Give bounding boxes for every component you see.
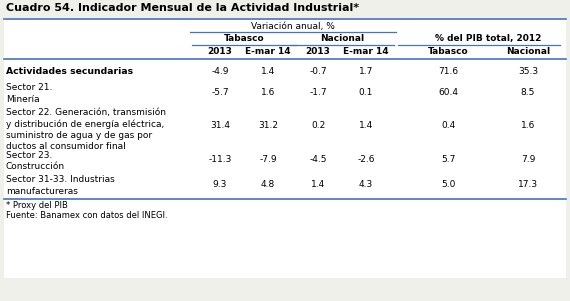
Text: E-mar 14: E-mar 14 xyxy=(343,47,389,56)
Text: 60.4: 60.4 xyxy=(438,88,458,97)
Text: 1.4: 1.4 xyxy=(359,121,373,130)
Text: Sector 31-33. Industrias
manufactureras: Sector 31-33. Industrias manufactureras xyxy=(6,175,115,196)
Text: 0.2: 0.2 xyxy=(311,121,325,130)
Text: 0.1: 0.1 xyxy=(359,88,373,97)
Text: Tabasco: Tabasco xyxy=(223,34,264,43)
Text: Sector 22. Generación, transmisión
y distribución de energía eléctrica,
suminist: Sector 22. Generación, transmisión y dis… xyxy=(6,108,166,151)
Text: Actividades secundarias: Actividades secundarias xyxy=(6,67,133,76)
Text: 5.0: 5.0 xyxy=(441,180,455,189)
Text: Variación anual, %: Variación anual, % xyxy=(251,22,335,31)
Text: 35.3: 35.3 xyxy=(518,67,538,76)
Text: 2013: 2013 xyxy=(207,47,233,56)
Text: Tabasco: Tabasco xyxy=(428,47,469,56)
Text: Fuente: Banamex con datos del INEGI.: Fuente: Banamex con datos del INEGI. xyxy=(6,212,168,221)
Text: 5.7: 5.7 xyxy=(441,155,455,164)
Text: 1.6: 1.6 xyxy=(261,88,275,97)
Text: * Proxy del PIB: * Proxy del PIB xyxy=(6,201,68,210)
Text: 17.3: 17.3 xyxy=(518,180,538,189)
Text: 1.4: 1.4 xyxy=(261,67,275,76)
FancyBboxPatch shape xyxy=(4,2,566,278)
Text: Nacional: Nacional xyxy=(506,47,550,56)
Text: 31.2: 31.2 xyxy=(258,121,278,130)
Text: -4.9: -4.9 xyxy=(211,67,229,76)
Text: -7.9: -7.9 xyxy=(259,155,277,164)
Text: 4.8: 4.8 xyxy=(261,180,275,189)
Text: -4.5: -4.5 xyxy=(310,155,327,164)
Text: 71.6: 71.6 xyxy=(438,67,458,76)
Text: 31.4: 31.4 xyxy=(210,121,230,130)
Text: Cuadro 54. Indicador Mensual de la Actividad Industrial*: Cuadro 54. Indicador Mensual de la Activ… xyxy=(6,3,359,13)
Text: Sector 21.
Minería: Sector 21. Minería xyxy=(6,83,52,104)
Text: Sector 23.
Construcción: Sector 23. Construcción xyxy=(6,150,65,171)
Text: 9.3: 9.3 xyxy=(213,180,227,189)
Text: -5.7: -5.7 xyxy=(211,88,229,97)
Text: 1.6: 1.6 xyxy=(521,121,535,130)
Text: -11.3: -11.3 xyxy=(208,155,231,164)
Text: -1.7: -1.7 xyxy=(309,88,327,97)
Text: 1.7: 1.7 xyxy=(359,67,373,76)
Text: -2.6: -2.6 xyxy=(357,155,374,164)
Text: E-mar 14: E-mar 14 xyxy=(245,47,291,56)
Text: % del PIB total, 2012: % del PIB total, 2012 xyxy=(435,34,541,43)
Text: -0.7: -0.7 xyxy=(309,67,327,76)
Text: 8.5: 8.5 xyxy=(521,88,535,97)
Text: 1.4: 1.4 xyxy=(311,180,325,189)
Text: 2013: 2013 xyxy=(306,47,331,56)
Text: Nacional: Nacional xyxy=(320,34,364,43)
Text: 4.3: 4.3 xyxy=(359,180,373,189)
FancyBboxPatch shape xyxy=(4,2,566,18)
Text: 7.9: 7.9 xyxy=(521,155,535,164)
Text: 0.4: 0.4 xyxy=(441,121,455,130)
